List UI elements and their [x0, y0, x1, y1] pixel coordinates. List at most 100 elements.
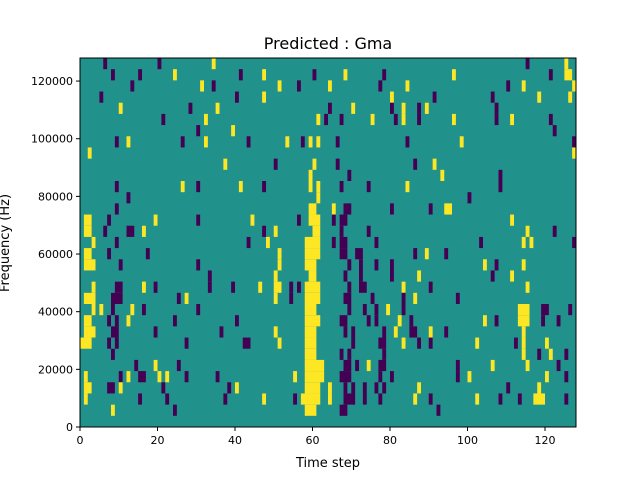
heatmap-cell-high: [521, 236, 526, 249]
heatmap-cell-high: [328, 393, 332, 405]
heatmap-cell-low: [494, 259, 499, 271]
heatmap-cell-low: [548, 69, 553, 81]
heatmap-cell-low: [331, 214, 336, 226]
heatmap-cell-low: [343, 270, 348, 282]
heatmap-cell-low: [114, 315, 119, 327]
heatmap-cell-high: [521, 326, 526, 338]
heatmap-cell-low: [114, 203, 119, 215]
heatmap-cell-low: [246, 236, 251, 249]
heatmap-cell-high: [83, 371, 88, 383]
heatmap-cell-low: [374, 382, 379, 394]
heatmap-cell-low: [390, 259, 394, 271]
heatmap-cell-low: [556, 359, 561, 372]
heatmap-cell-low: [238, 69, 243, 81]
heatmap-cell-high: [304, 348, 317, 360]
heatmap-cell-low: [235, 315, 239, 327]
heatmap-cell-high: [308, 169, 313, 181]
y-axis-ticks: 0 20000 40000 60000 80000 100000 120000: [31, 75, 80, 434]
heatmap-cell-low: [355, 359, 360, 372]
heatmap-cell-low: [366, 181, 371, 193]
heatmap-cell-low: [382, 69, 387, 81]
heatmap-cell-low: [107, 248, 112, 260]
x-tick-label: 0: [77, 434, 84, 447]
heatmap-cell-high: [304, 359, 325, 372]
heatmap-cell-low: [390, 270, 394, 282]
heatmap-cell-low: [525, 58, 530, 70]
heatmap-cell-high: [483, 315, 487, 327]
heatmap-cell-low: [564, 371, 569, 383]
y-axis-label: Frequency (Hz): [0, 194, 13, 292]
heatmap-cell-high: [572, 80, 577, 92]
heatmap-cell-low: [339, 315, 348, 327]
heatmap-cell-low: [293, 393, 298, 405]
heatmap-cell-low: [537, 348, 542, 360]
heatmap-cell-low: [490, 270, 495, 282]
heatmap-cell-low: [114, 337, 119, 349]
heatmap-cell-high: [510, 270, 515, 282]
heatmap-cell-low: [568, 304, 573, 316]
heatmap-cell-high: [83, 315, 92, 327]
x-tick-label: 20: [151, 434, 165, 447]
heatmap-cell-high: [405, 80, 410, 92]
heatmap-cell-low: [134, 359, 139, 372]
heatmap-cell-low: [374, 315, 379, 327]
heatmap-cell-high: [83, 214, 92, 226]
heatmap-cell-high: [83, 225, 92, 237]
heatmap-cell-high: [83, 292, 96, 304]
y-tick-label: 120000: [31, 75, 73, 88]
heatmap-cell-high: [180, 181, 185, 193]
heatmap-cell-low: [111, 304, 115, 316]
heatmap-cell-high: [304, 337, 317, 349]
heatmap-cell-high: [405, 181, 410, 193]
heatmap-cell-high: [118, 382, 123, 394]
heatmap-cell-high: [153, 214, 158, 226]
x-tick-label: 80: [383, 434, 397, 447]
x-axis-ticks: 0 20 40 60 80 100 120: [77, 427, 556, 447]
heatmap-cell-high: [173, 69, 177, 81]
heatmap-cell-low: [161, 382, 166, 394]
heatmap-cell-low: [378, 371, 383, 383]
heatmap-cell-low: [300, 136, 305, 148]
heatmap-cell-low: [176, 292, 181, 304]
heatmap-cell-low: [428, 281, 433, 293]
heatmap-cell-low: [242, 337, 251, 349]
heatmap-cell-high: [417, 382, 422, 394]
heatmap-cell-high: [126, 371, 131, 383]
heatmap-cell-low: [506, 80, 511, 92]
heatmap-cell-low: [114, 236, 119, 249]
heatmap-cell-low: [335, 136, 340, 148]
heatmap-cell-high: [370, 113, 375, 126]
heatmap-cell-high: [366, 359, 371, 372]
heatmap-cell-high: [452, 113, 456, 126]
heatmap-cell-low: [262, 181, 267, 193]
y-tick-label: 20000: [38, 363, 73, 376]
heatmap-cell-low: [506, 382, 511, 394]
x-tick-label: 40: [228, 434, 242, 447]
heatmap-cell-low: [114, 181, 119, 193]
heatmap-cell-low: [324, 113, 329, 126]
heatmap-cell-high: [87, 147, 92, 159]
heatmap-cell-high: [483, 259, 487, 271]
heatmap-cell-high: [316, 181, 321, 193]
heatmap-cell-high: [91, 236, 96, 249]
heatmap-cell-high: [331, 203, 336, 215]
heatmap-cell-low: [103, 58, 108, 70]
heatmap-cell-low: [339, 225, 344, 237]
heatmap-cell-low: [153, 326, 158, 338]
heatmap-cell-high: [401, 102, 406, 114]
heatmap-cell-low: [339, 236, 348, 249]
heatmap-cell-high: [258, 281, 263, 293]
heatmap-cell-low: [366, 225, 371, 237]
heatmap-cell-low: [409, 326, 418, 338]
heatmap-cell-low: [126, 192, 131, 204]
heatmap-cell-high: [401, 281, 406, 293]
heatmap-cell-high: [564, 58, 569, 70]
heatmap-cell-high: [490, 359, 495, 372]
heatmap-cell-low: [114, 136, 119, 148]
heatmap-cell-low: [289, 281, 294, 293]
heatmap-cell-low: [374, 304, 379, 316]
heatmap-cell-high: [537, 382, 542, 394]
heatmap-cell-low: [378, 359, 387, 372]
heatmap-cell-low: [351, 337, 356, 349]
heatmap-cell-low: [176, 359, 181, 372]
